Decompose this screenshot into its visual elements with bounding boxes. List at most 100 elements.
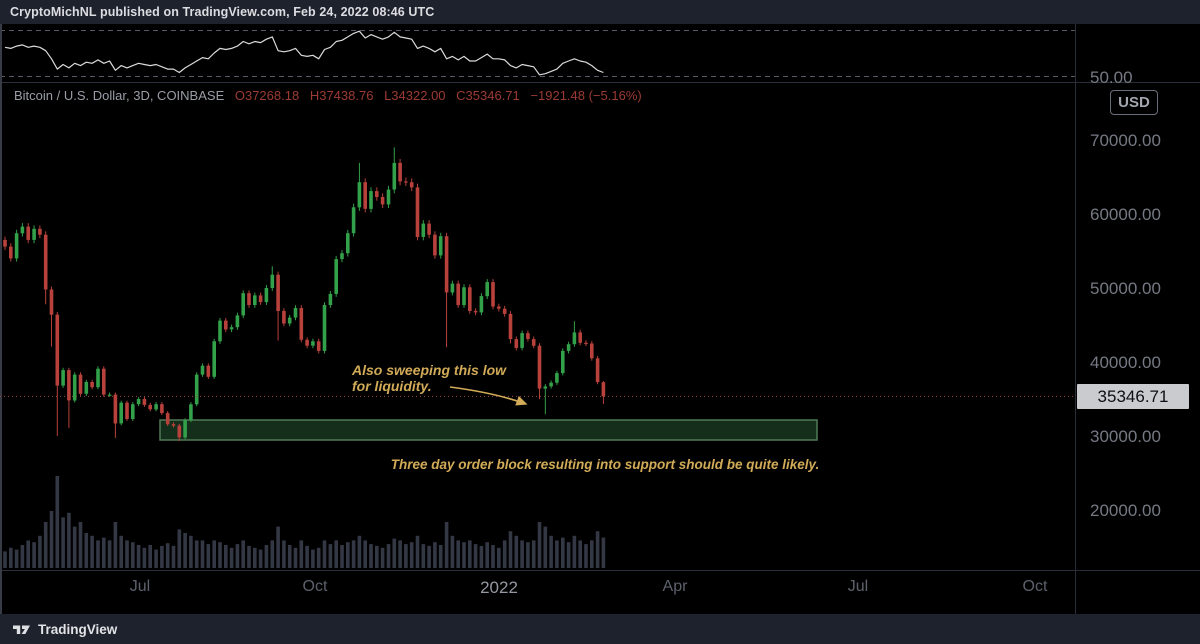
volume-bar [590, 540, 594, 568]
volume-bar [38, 535, 42, 568]
volume-bar [584, 544, 588, 568]
candle [270, 266, 275, 291]
price-axis-label: 50000.00 [1090, 279, 1161, 298]
volume-bars [3, 476, 606, 568]
candle [78, 372, 83, 396]
volume-bar [601, 537, 606, 568]
candle [218, 317, 222, 344]
candle [125, 400, 129, 421]
candle [398, 159, 402, 186]
candle [287, 314, 292, 327]
volume-bar [363, 540, 367, 568]
price-axis[interactable]: 50.00 70000.00 60000.00 50000.00 40000.00 30… [1075, 24, 1200, 614]
symbol-legend[interactable]: Bitcoin / U.S. Dollar, 3D, COINBASE O372… [14, 88, 642, 103]
price-axis-label: 30000.00 [1090, 427, 1161, 446]
volume-bar [55, 476, 60, 568]
volume-bar [282, 540, 286, 568]
ohlc-low: L34322.00 [384, 88, 446, 103]
candle [584, 340, 588, 346]
volume-bar [526, 542, 530, 568]
candle [491, 279, 495, 310]
candle [526, 330, 530, 342]
candle [537, 343, 542, 399]
volume-bar [148, 545, 152, 568]
volume-bar [316, 547, 321, 568]
volume-bar [189, 535, 193, 568]
candle [357, 162, 362, 211]
volume-bar [26, 540, 30, 568]
volume-bar [177, 529, 182, 568]
time-axis[interactable]: Jul Oct 2022 Apr Jul Oct [0, 570, 1075, 614]
publish-text: CryptoMichNL published on TradingView.co… [10, 5, 435, 19]
volume-bar [154, 549, 158, 568]
candle [485, 279, 489, 299]
candle [241, 290, 245, 319]
candle [595, 355, 600, 385]
volume-bar [194, 540, 199, 568]
currency-badge[interactable]: USD [1110, 90, 1158, 115]
candle [84, 379, 89, 396]
volume-bar [404, 544, 408, 568]
volume-bar [96, 540, 100, 568]
volume-bar [113, 522, 118, 568]
candle [444, 232, 449, 348]
candle [340, 250, 344, 263]
candle [578, 329, 582, 346]
volume-bar [171, 545, 176, 568]
price-axis-labels: 70000.00 60000.00 50000.00 40000.00 30000.00… [1075, 24, 1200, 614]
pane-divider[interactable] [0, 82, 1200, 83]
publish-bar: CryptoMichNL published on TradingView.co… [0, 0, 1200, 24]
tradingview-brand-text[interactable]: TradingView [38, 621, 118, 637]
candle [601, 381, 606, 404]
candle [38, 225, 42, 239]
candle [328, 291, 333, 308]
candle [369, 187, 373, 213]
volume-bar [555, 540, 559, 568]
ohlc-open: O37268.18 [234, 88, 300, 103]
indicator-pane[interactable] [0, 25, 1075, 82]
candle [113, 392, 118, 438]
candle [415, 183, 420, 241]
volume-bar [264, 545, 269, 568]
candle [206, 363, 211, 379]
candle [119, 400, 123, 426]
candle [282, 308, 286, 327]
candle [514, 336, 519, 351]
chart-canvas[interactable] [0, 82, 1075, 570]
tradingview-logo-icon[interactable] [12, 622, 31, 637]
price-axis-label: 20000.00 [1090, 501, 1161, 520]
volume-bar [90, 535, 94, 568]
candle [90, 379, 94, 390]
volume-bar [427, 545, 431, 568]
order-block-annotation[interactable]: Three day order block resulting into sup… [390, 457, 820, 472]
volume-bar [9, 547, 13, 568]
order-block-rectangle[interactable] [159, 419, 818, 441]
candle [531, 336, 536, 349]
volume-bar [450, 535, 455, 568]
candle [171, 422, 176, 428]
volume-bar [514, 535, 519, 568]
candle [200, 363, 205, 377]
candle [404, 177, 408, 186]
candle [102, 366, 106, 397]
ohlc-high: H37438.76 [309, 88, 374, 103]
candle [479, 293, 484, 316]
volume-bar [468, 540, 472, 568]
sweep-arrow[interactable] [449, 386, 528, 406]
candle [375, 187, 379, 201]
volume-bar [421, 544, 426, 568]
candle [497, 303, 501, 312]
candle [508, 311, 513, 344]
candle [572, 321, 577, 347]
candle [264, 285, 269, 305]
volume-bar [561, 537, 565, 568]
candle [177, 423, 182, 442]
indicator-axis-label: 50.00 [1090, 68, 1133, 87]
candle [165, 411, 170, 426]
volume-bar [43, 522, 48, 568]
volume-bar [61, 517, 65, 568]
sweep-annotation[interactable]: Also sweeping this low for liquidity. [352, 362, 506, 394]
volume-bar [119, 535, 123, 568]
candle [450, 280, 455, 296]
